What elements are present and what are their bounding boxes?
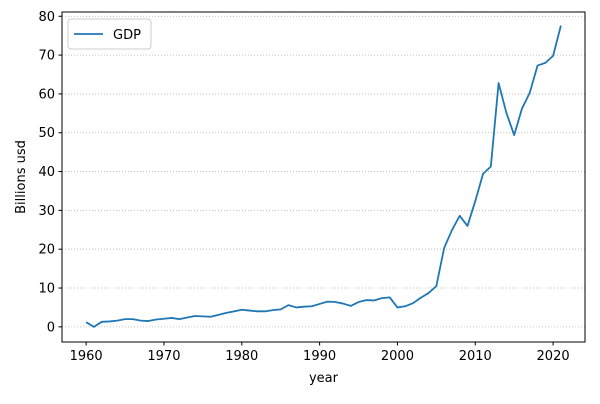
y-tick-label: 30 [38,204,55,219]
data-point [381,297,383,299]
y-tick-label: 20 [38,243,55,258]
y-tick-label: 80 [38,10,55,25]
data-point [326,301,328,303]
x-tick-label: 2010 [459,349,492,364]
data-point [132,318,134,320]
series-layer [85,25,562,328]
x-axis-label: year [309,371,339,386]
x-axis-ticks: 1960 1970 1980 1990 2000 2010 2020 [70,342,570,364]
y-tick-label: 60 [38,87,55,102]
data-point [389,296,391,298]
data-point [373,300,375,302]
y-tick-label: 40 [38,165,55,180]
data-point [420,297,422,299]
x-tick-label: 1990 [303,349,336,364]
data-point [233,310,235,312]
legend-box [67,18,152,50]
data-point [397,307,399,309]
data-point [505,112,507,114]
data-point [210,316,212,318]
x-tick-label: 1970 [147,349,180,364]
data-point [116,320,118,322]
data-point [365,299,367,301]
data-point [412,302,414,304]
data-point [521,108,523,110]
data-point [147,320,149,322]
data-point [319,303,321,305]
data-point [428,292,430,294]
data-point [303,306,305,308]
data-point [482,173,484,175]
data-point [280,308,282,310]
data-point [225,312,227,314]
data-point [295,307,297,309]
data-point [552,55,554,57]
data-point [467,225,469,227]
data-point [537,65,539,67]
y-tick-label: 0 [47,320,55,335]
data-point [140,320,142,322]
data-point [85,321,87,323]
x-tick-label: 1960 [70,349,103,364]
series-line-gdp [85,25,562,328]
y-tick-label: 10 [38,282,55,297]
y-tick-label: 70 [38,49,55,64]
data-point [249,310,251,312]
data-point [194,315,196,317]
legend-label-gdp: GDP [113,28,141,43]
data-point [342,303,344,305]
data-point [443,247,445,249]
data-point [109,321,111,323]
x-tick-label: 2000 [381,349,414,364]
data-point [474,200,476,202]
data-point [272,309,274,311]
data-point [202,315,204,317]
grid-lines [62,15,585,328]
data-point [155,319,157,321]
y-tick-label: 50 [38,126,55,141]
x-tick-label: 2020 [537,349,570,364]
data-point [171,317,173,319]
data-point [124,318,126,320]
data-point [358,301,360,303]
data-point [560,25,562,27]
data-point [186,317,188,319]
data-point [513,134,515,136]
data-point [404,305,406,307]
data-point [350,305,352,307]
data-point [435,285,437,287]
legend: GDP [67,18,152,50]
x-tick-label: 1980 [225,349,258,364]
data-point [179,318,181,320]
data-point [529,92,531,94]
data-point [93,326,95,328]
data-point [451,229,453,231]
data-point [459,215,461,217]
data-point [264,310,266,312]
y-axis-label: Billions usd [14,140,29,214]
data-point [288,304,290,306]
data-point [498,82,500,84]
data-point [163,318,165,320]
data-point [256,310,258,312]
data-point [544,62,546,64]
y-axis-ticks: 0 10 20 30 40 50 60 70 80 [38,10,62,335]
data-point [101,321,103,323]
data-point [311,305,313,307]
plot-frame [61,11,586,343]
data-point [490,166,492,168]
data-point [241,309,243,311]
data-point [334,301,336,303]
data-point [218,314,220,316]
